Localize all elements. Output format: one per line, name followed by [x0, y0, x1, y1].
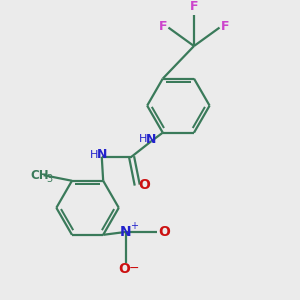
Text: F: F: [159, 20, 168, 33]
Text: −: −: [129, 262, 140, 275]
Text: N: N: [120, 225, 132, 239]
Text: +: +: [130, 221, 138, 231]
Text: F: F: [190, 0, 198, 13]
Text: H: H: [139, 134, 148, 144]
Text: N: N: [146, 133, 157, 146]
Text: H: H: [90, 150, 98, 160]
Text: O: O: [118, 262, 130, 276]
Text: 3: 3: [47, 174, 53, 184]
Text: CH: CH: [31, 169, 50, 182]
Text: N: N: [97, 148, 107, 161]
Text: F: F: [220, 20, 229, 33]
Text: O: O: [138, 178, 150, 192]
Text: O: O: [158, 225, 170, 239]
